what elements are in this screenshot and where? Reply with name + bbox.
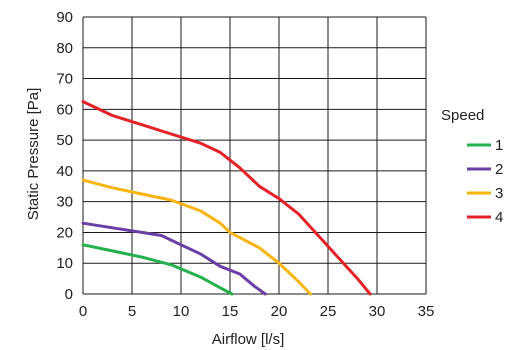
y-axis-label: Static Pressure [Pa] bbox=[25, 88, 42, 221]
x-tick-label: 30 bbox=[369, 303, 386, 320]
y-tick-label: 40 bbox=[56, 163, 73, 180]
y-tick-label: 50 bbox=[56, 132, 73, 149]
y-tick-label: 70 bbox=[56, 71, 73, 88]
series-line-speed-4 bbox=[81, 100, 372, 296]
x-tick-label: 35 bbox=[418, 303, 435, 320]
y-tick-label: 10 bbox=[56, 255, 73, 272]
y-tick-label: 80 bbox=[56, 40, 73, 57]
x-tick-labels: 0 5 10 15 20 25 30 35 bbox=[79, 303, 435, 320]
legend-label-speed-4: 4 bbox=[495, 209, 503, 226]
y-tick-label: 90 bbox=[56, 9, 73, 26]
series-line-speed-3 bbox=[81, 178, 312, 296]
grid bbox=[82, 16, 427, 295]
x-axis-label: Airflow [l/s] bbox=[212, 331, 285, 348]
legend-label-speed-1: 1 bbox=[495, 137, 503, 154]
y-tick-label: 30 bbox=[56, 194, 73, 211]
series-line-speed-2 bbox=[81, 221, 267, 296]
legend-label-speed-2: 2 bbox=[495, 161, 503, 178]
legend: Speed 1 2 3 4 bbox=[441, 107, 503, 226]
y-tick-label: 60 bbox=[56, 101, 73, 118]
legend-title: Speed bbox=[441, 107, 484, 124]
y-tick-label: 20 bbox=[56, 224, 73, 241]
legend-label-speed-3: 3 bbox=[495, 185, 503, 202]
x-tick-label: 15 bbox=[222, 303, 239, 320]
x-tick-label: 10 bbox=[173, 303, 190, 320]
series-layer bbox=[81, 100, 372, 296]
series-line-speed-1 bbox=[81, 243, 234, 296]
x-tick-label: 5 bbox=[128, 303, 136, 320]
x-tick-label: 25 bbox=[320, 303, 337, 320]
y-tick-label: 0 bbox=[65, 286, 73, 303]
y-tick-labels: 0 10 20 30 40 50 60 70 80 90 bbox=[56, 9, 73, 303]
x-tick-label: 20 bbox=[271, 303, 288, 320]
x-tick-label: 0 bbox=[79, 303, 87, 320]
